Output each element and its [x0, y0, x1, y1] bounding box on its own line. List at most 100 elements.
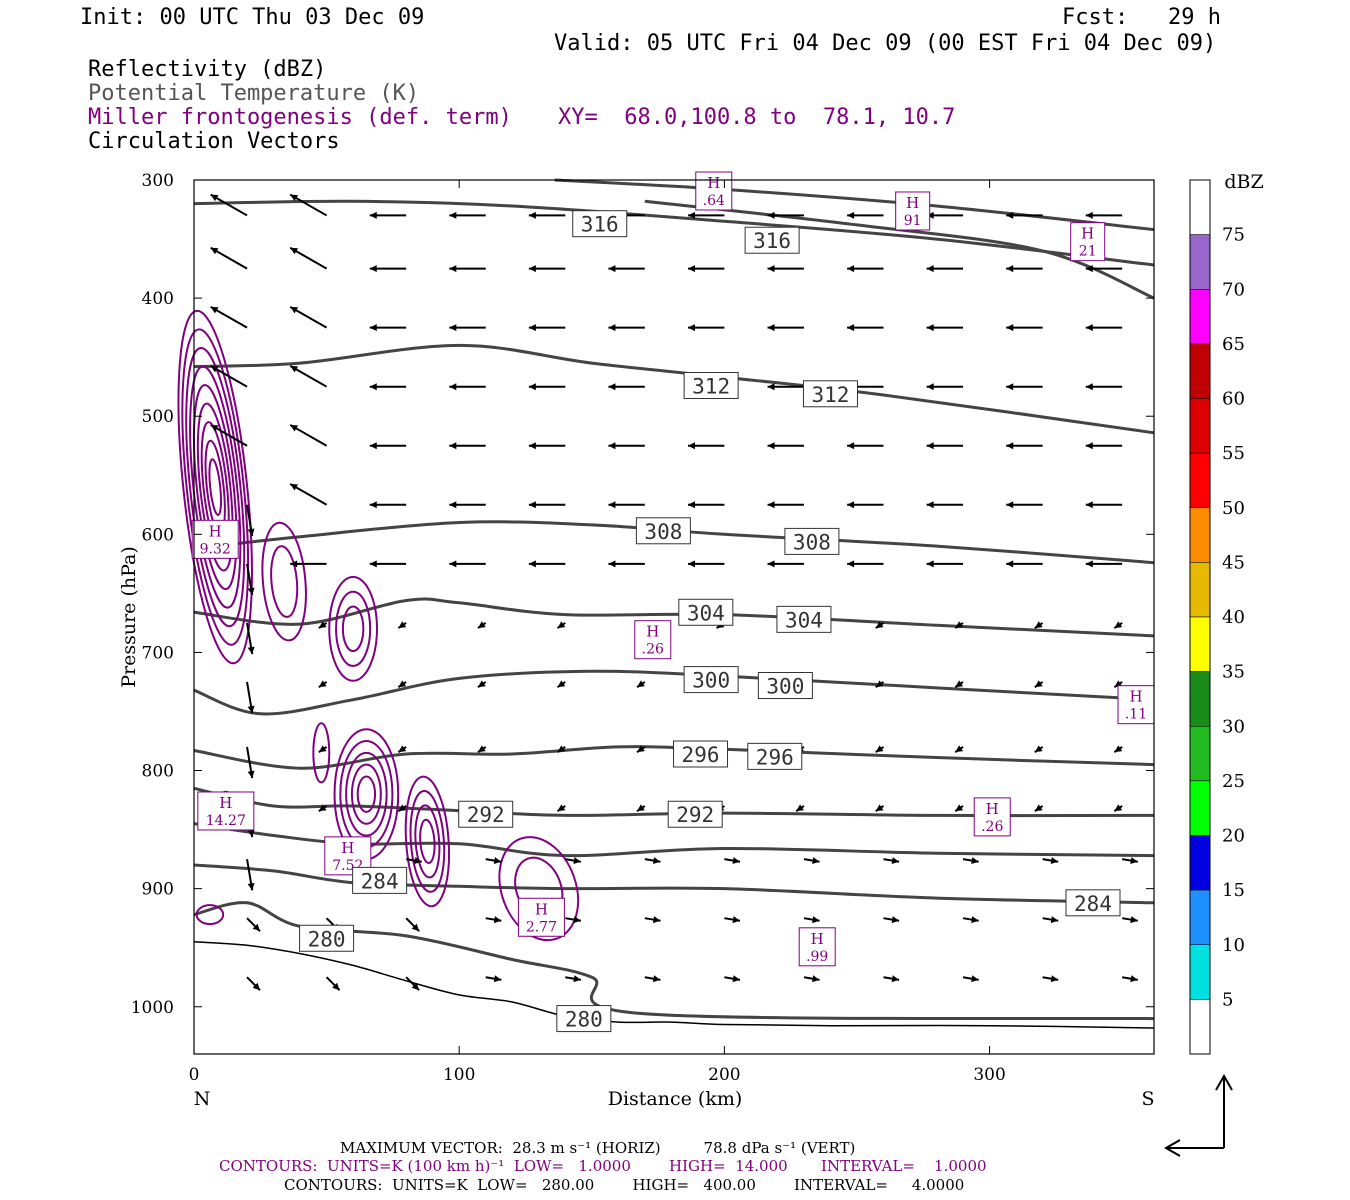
theta-contour [554, 178, 1155, 232]
reference-vector-icon [1163, 1073, 1233, 1157]
theta-label: 308 [644, 520, 682, 544]
circulation-vector-head [528, 211, 536, 219]
frontogenesis-max-box [1117, 685, 1155, 725]
legend-swatch [1189, 835, 1211, 891]
circulation-vector-head [528, 560, 536, 568]
theta-label-box [757, 672, 813, 700]
circulation-vector-head [1006, 501, 1014, 509]
field-frontogenesis: Miller frontogenesis (def. term) [88, 105, 512, 130]
circulation-vector-head [812, 857, 820, 865]
theta-label-box [683, 666, 739, 694]
theta-label: 304 [785, 608, 823, 632]
circulation-vector-head [1085, 560, 1093, 568]
circulation-vector-head [1034, 621, 1043, 629]
circulation-vector-head [290, 194, 299, 202]
circulation-vector-head [608, 383, 616, 391]
circulation-vector-head [1114, 621, 1123, 629]
theta-label: 292 [676, 803, 714, 827]
circulation-vector-head [493, 857, 502, 865]
circulation-vector-head [210, 194, 219, 202]
frontogenesis-contour [189, 365, 242, 609]
theta-label: 312 [811, 383, 849, 407]
frontogenesis-contour [350, 763, 382, 825]
theta-label: 296 [756, 745, 794, 769]
circulation-vector-head [926, 560, 934, 568]
field-reflectivity: Reflectivity (dBZ) [88, 57, 327, 82]
legend-level-label: 30 [1222, 716, 1245, 737]
circulation-vector-head [637, 680, 645, 688]
circulation-vector-head [767, 501, 775, 509]
legend-frame [1189, 179, 1211, 1055]
frontogenesis-max-value: 21 [1079, 244, 1097, 260]
circulation-vector-head [687, 265, 695, 273]
circulation-vector-head [926, 265, 934, 273]
y-tick-label: 600 [142, 525, 174, 545]
circulation-vector-head [796, 804, 804, 812]
legend-swatch [1189, 507, 1211, 563]
frontogenesis-contour [414, 804, 441, 879]
circulation-vector-head [847, 442, 855, 450]
frontogenesis-max-value: .26 [642, 642, 664, 658]
frontogenesis-max-box [895, 191, 931, 231]
y-tick-label: 900 [142, 880, 174, 900]
theta-label: 300 [766, 675, 804, 699]
circulation-vector-head [369, 211, 377, 219]
circulation-vector-head [247, 770, 255, 779]
circulation-vector-head [1085, 501, 1093, 509]
circulation-vector-head [652, 975, 661, 983]
theta-label: 316 [753, 229, 791, 253]
frontogenesis-max-marker: H [1081, 225, 1094, 243]
frontogenesis-max-marker: H [646, 623, 659, 641]
frontogenesis-max-marker: H [1129, 688, 1142, 706]
circulation-vector-head [955, 621, 964, 629]
circulation-vector-head [290, 560, 298, 568]
theta-label-box [673, 740, 729, 768]
circulation-vector-head [812, 975, 820, 983]
circulation-vector-head [847, 501, 855, 509]
circulation-vector-head [369, 442, 377, 450]
circulation-vector-head [955, 804, 964, 812]
circulation-vector-head [875, 680, 884, 688]
x-tick-label: 300 [973, 1065, 1005, 1085]
circulation-vector-head [369, 560, 377, 568]
y-tick-label: 500 [142, 407, 174, 427]
frontogenesis-max-box [1070, 222, 1106, 262]
circulation-vector-head [290, 483, 299, 491]
legend-swatch [1189, 562, 1211, 618]
circulation-vector-head [573, 975, 581, 983]
circulation-vector-head [1006, 383, 1014, 391]
legend-swatch [1189, 889, 1211, 945]
legend-swatch [1189, 179, 1211, 235]
legend-level-label: 40 [1222, 607, 1245, 628]
theta-label: 316 [581, 213, 619, 237]
frontogenesis-contour [409, 789, 446, 893]
legend-level-label: 55 [1222, 443, 1245, 464]
frontogenesis-max-box [197, 791, 255, 831]
x-tick-label: 200 [708, 1065, 740, 1085]
legend-swatch [1189, 671, 1211, 727]
circulation-vector-head [449, 324, 457, 332]
circulation-vector-head [608, 324, 616, 332]
frontogenesis-contour [192, 384, 238, 591]
circulation-vector-head [875, 621, 884, 629]
circulation-vector-head [1085, 211, 1093, 219]
circulation-vector-head [247, 882, 255, 891]
circulation-vector-head [687, 442, 695, 450]
legend-level-label: 5 [1222, 989, 1233, 1010]
circulation-vector-head [926, 383, 934, 391]
circulation-vector-head [449, 501, 457, 509]
circulation-vector-head [398, 745, 407, 753]
frontogenesis-contour [195, 904, 225, 926]
theta-contour [193, 786, 1155, 818]
circulation-vector-head [528, 383, 536, 391]
frontogenesis-max-value: .26 [981, 819, 1003, 835]
circulation-vector-head [1130, 916, 1138, 924]
circulation-vector-head [369, 265, 377, 273]
y-tick-label: 800 [142, 762, 174, 782]
circulation-vector-head [210, 365, 219, 373]
frontogenesis-max-box [798, 927, 836, 967]
circulation-vector-head [247, 646, 255, 655]
theta-contour [193, 822, 1155, 858]
circulation-vector-head [369, 324, 377, 332]
